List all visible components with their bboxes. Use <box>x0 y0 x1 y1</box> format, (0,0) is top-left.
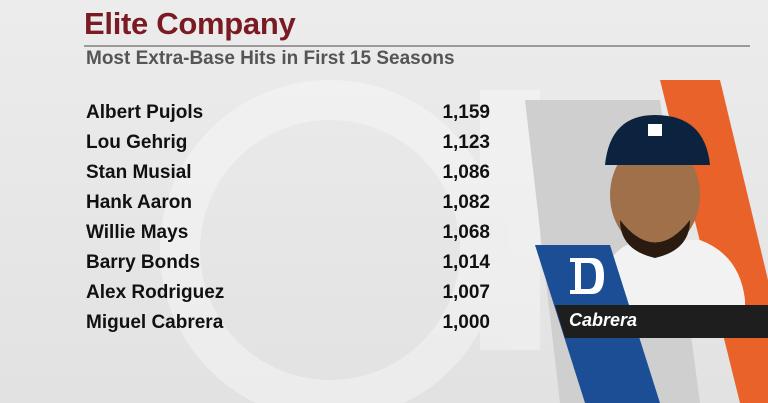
table-row: Lou Gehrig 1,123 <box>86 128 490 158</box>
player-cell: Hank Aaron <box>86 192 192 213</box>
table-row: Hank Aaron 1,082 <box>86 188 490 218</box>
value-cell: 1,082 <box>442 192 490 213</box>
value-cell: 1,086 <box>442 162 490 183</box>
subtitle: Most Extra-Base Hits in First 15 Seasons <box>86 48 455 69</box>
watermark <box>160 80 540 403</box>
value-cell: 1,068 <box>442 222 490 243</box>
player-cell: Lou Gehrig <box>86 132 188 153</box>
player-name: Cabrera <box>569 310 638 330</box>
value-cell: 1,000 <box>442 312 490 333</box>
table-row: Stan Musial 1,086 <box>86 158 490 188</box>
player-cell: Willie Mays <box>86 222 189 243</box>
player-cell: Stan Musial <box>86 162 192 183</box>
table-row: Barry Bonds 1,014 <box>86 248 490 278</box>
team-logo <box>570 258 604 294</box>
player-cell: Miguel Cabrera <box>86 312 224 333</box>
table-row: Albert Pujols 1,159 <box>86 98 490 128</box>
value-cell: 1,159 <box>442 102 490 123</box>
value-cell: 1,123 <box>442 132 490 153</box>
table-row: Willie Mays 1,068 <box>86 218 490 248</box>
player-cell: Albert Pujols <box>86 102 204 123</box>
name-tag <box>555 305 768 338</box>
value-cell: 1,007 <box>442 282 490 303</box>
table-row: Alex Rodriguez 1,007 <box>86 278 490 308</box>
table-row: Miguel Cabrera 1,000 <box>86 308 490 338</box>
title-rule <box>84 45 750 47</box>
value-cell: 1,014 <box>442 252 490 273</box>
player-cell: Barry Bonds <box>86 252 201 273</box>
title: Elite Company <box>84 6 296 41</box>
player-cell: Alex Rodriguez <box>86 282 225 303</box>
